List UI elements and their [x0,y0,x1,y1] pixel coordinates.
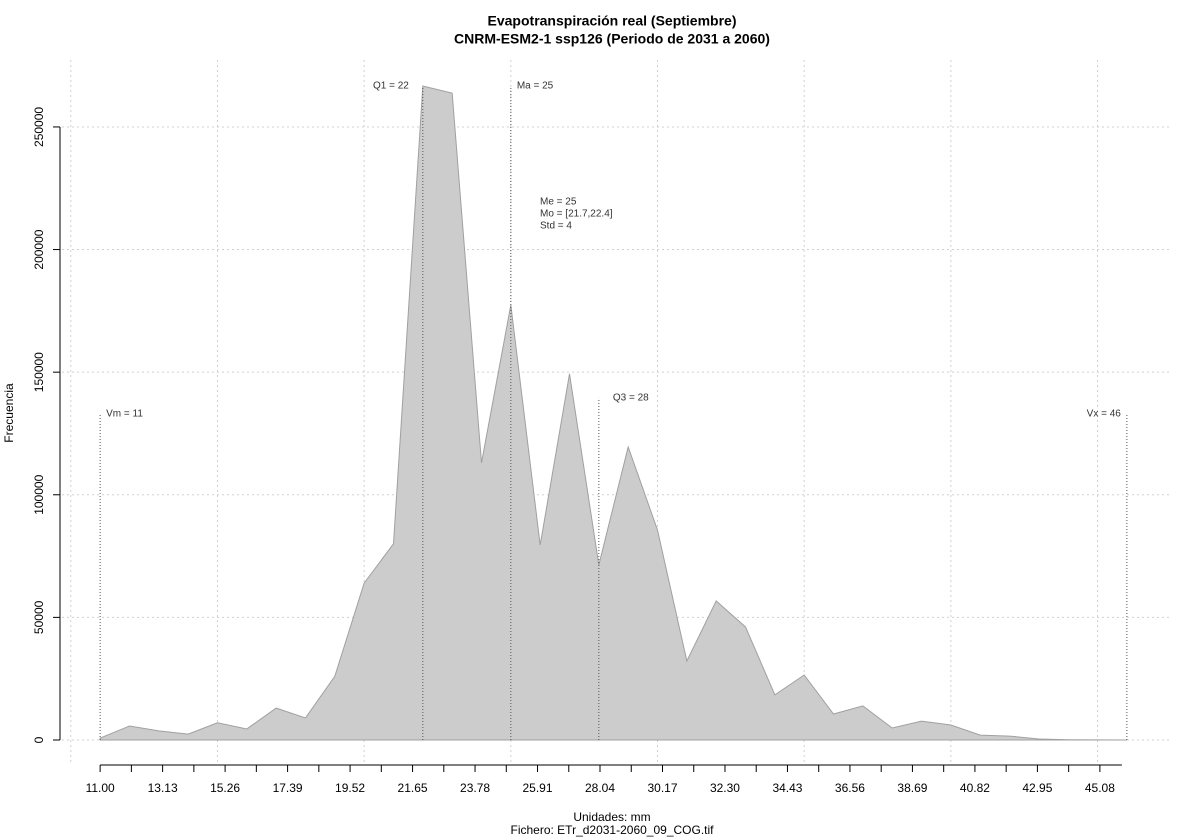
x-tick-label: 25.91 [523,781,553,795]
y-tick-label: 200000 [32,229,46,269]
x-tick-label: 38.69 [897,781,927,795]
stat-label: Std = 4 [540,221,572,232]
stat-label: Mo = [21.7,22.4] [540,209,613,220]
x-tick-label: 40.82 [960,781,990,795]
x-tick-label: 11.00 [86,781,115,795]
marker-label: Vm = 11 [106,408,143,419]
x-tick-label: 34.43 [772,781,802,795]
x-axis-title: Unidades: mm [573,810,650,824]
x-tick-label: 36.56 [835,781,865,795]
marker-label: Q1 = 22 [373,81,409,92]
x-tick-label: 42.95 [1022,781,1052,795]
y-tick-label: 0 [32,736,46,743]
x-tick-label: 28.04 [585,781,615,795]
chart-title: Evapotranspiración real (Septiembre) [488,13,737,29]
stat-label: Me = 25 [540,197,577,208]
x-tick-label: 15.26 [210,781,240,795]
y-tick-label: 250000 [32,107,46,147]
marker-label: Vx = 46 [1087,408,1122,419]
marker-label: Ma = 25 [517,81,554,92]
y-tick-label: 100000 [32,474,46,514]
x-tick-label: 32.30 [710,781,740,795]
y-axis-title: Frecuencia [2,383,16,443]
chart-subtitle: CNRM-ESM2-1 ssp126 (Periodo de 2031 a 20… [454,31,770,47]
x-tick-label: 17.39 [273,781,303,795]
x-tick-label: 19.52 [335,781,365,795]
x-tick-label: 30.17 [647,781,677,795]
x-tick-label: 23.78 [460,781,490,795]
x-tick-label: 21.65 [398,781,428,795]
marker-label: Q3 = 28 [613,393,649,404]
y-tick-label: 150000 [32,352,46,392]
y-tick-label: 50000 [32,600,46,634]
x-tick-label: 13.13 [148,781,178,795]
area [99,85,1127,741]
x-tick-label: 45.08 [1085,781,1115,795]
caption: Fichero: ETr_d2031-2060_09_COG.tif [511,823,715,837]
